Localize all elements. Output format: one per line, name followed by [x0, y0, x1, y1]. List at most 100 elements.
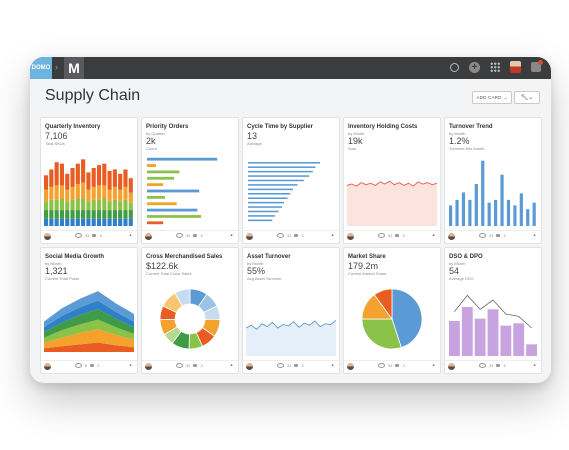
card-source-icon[interactable]: ▪: [533, 233, 536, 239]
bar: [500, 325, 512, 356]
bar: [147, 215, 201, 218]
owner-avatar[interactable]: [347, 233, 354, 240]
user-avatar[interactable]: [510, 61, 521, 73]
bar-segment: [112, 186, 117, 200]
dashboard-card[interactable]: Turnover Trend by Month 1.2% Turnover this …: [444, 117, 542, 244]
card-title: Quarterly Inventory: [45, 124, 101, 130]
page-logo[interactable]: M: [64, 57, 84, 79]
comments-icon[interactable]: [496, 234, 501, 237]
comments-count: 2: [97, 363, 100, 368]
card-title: Asset Turnover: [247, 254, 291, 260]
bar-segment: [96, 210, 102, 219]
bar-segment: [59, 185, 65, 199]
bar-segment: [59, 163, 65, 186]
card-source-icon[interactable]: ▪: [432, 233, 435, 239]
card-source-icon[interactable]: ▪: [533, 363, 536, 369]
dashboard-card[interactable]: Cross Merchandised Sales $122.6k Current T…: [141, 247, 239, 374]
views-count: 31: [287, 363, 292, 368]
comments-icon[interactable]: [395, 234, 400, 237]
bar-segment: [107, 189, 112, 202]
comments-icon[interactable]: [92, 234, 97, 237]
card-source-icon[interactable]: ▪: [230, 233, 233, 239]
comments-icon[interactable]: [193, 364, 198, 367]
dashboard-card[interactable]: Asset Turnover by Month 55% Avg Asset Turno…: [242, 247, 340, 374]
card-value: $122.6k: [146, 261, 179, 271]
bar: [481, 160, 485, 226]
dashboard-card[interactable]: DSO & DPO by Month 54 Average DSO 31 2 ▪: [444, 247, 542, 374]
bar: [474, 318, 486, 356]
bar-segment: [59, 198, 65, 211]
comments-icon[interactable]: [90, 364, 95, 367]
card-title: DSO & DPO: [449, 254, 483, 260]
card-source-icon[interactable]: ▪: [129, 363, 132, 369]
bar-segment: [91, 186, 96, 200]
card-chart: [246, 319, 336, 356]
domo-logo[interactable]: DOMO: [30, 57, 52, 79]
owner-avatar[interactable]: [246, 233, 253, 240]
add-card-button[interactable]: ADD CARD ⌄: [472, 91, 512, 104]
owner-avatar[interactable]: [44, 363, 51, 370]
bar-segment: [123, 199, 128, 211]
comments-icon[interactable]: [496, 364, 501, 367]
card-value: 54: [449, 266, 460, 276]
bar-segment: [128, 202, 133, 211]
card-source-icon[interactable]: ▪: [331, 363, 334, 369]
bar-segment: [107, 210, 112, 219]
bar-segment: [86, 172, 91, 190]
wrench-menu-button[interactable]: 🔧︎⌄: [514, 91, 540, 104]
bar-segment: [54, 162, 59, 186]
notifications-icon[interactable]: [531, 60, 543, 72]
bar: [147, 164, 156, 167]
bar-segment: [70, 210, 75, 219]
card-source-icon[interactable]: ▪: [331, 233, 334, 239]
dashboard-card[interactable]: Priority Orders by Quarter 2k Count 31 2 ▪: [141, 117, 239, 244]
card-caption: Total SKUs: [45, 141, 65, 146]
card-title: Market Share: [348, 254, 386, 260]
owner-avatar[interactable]: [145, 233, 152, 240]
views-icon: [378, 233, 385, 238]
views-count: 31: [85, 233, 90, 238]
bar-segment: [96, 165, 102, 186]
card-source-icon[interactable]: ▪: [129, 233, 132, 239]
card-source-icon[interactable]: ▪: [432, 363, 435, 369]
bar-segment: [44, 210, 49, 219]
card-title: Turnover Trend: [449, 124, 493, 130]
dashboard-card[interactable]: Social Media Growth by Month 1,321 Current …: [40, 247, 138, 374]
comments-icon[interactable]: [193, 234, 198, 237]
area-layer: [44, 319, 134, 343]
comments-icon[interactable]: [395, 364, 400, 367]
bar-segment: [96, 185, 102, 200]
bar-segment: [128, 178, 133, 193]
comments-icon[interactable]: [294, 234, 299, 237]
area-layer: [44, 291, 134, 328]
card-footer: 31 2 ▪: [445, 230, 541, 243]
owner-avatar[interactable]: [246, 363, 253, 370]
owner-avatar[interactable]: [448, 363, 455, 370]
card-chart: [361, 288, 423, 350]
card-caption: Turnover this month: [449, 146, 485, 151]
card-subtitle: by Quarter: [146, 131, 165, 136]
bar: [500, 174, 504, 226]
bar: [147, 157, 218, 161]
owner-avatar[interactable]: [145, 363, 152, 370]
owner-avatar[interactable]: [44, 233, 51, 240]
card-value: 13: [247, 131, 258, 141]
search-icon[interactable]: [450, 62, 459, 72]
dashboard-card[interactable]: Inventory Holding Costs by Month 19k Sum 31…: [343, 117, 441, 244]
comments-count: 2: [301, 363, 304, 368]
card-source-icon[interactable]: ▪: [230, 363, 233, 369]
apps-grid-icon[interactable]: [490, 62, 500, 72]
area-layer: [44, 329, 134, 349]
dashboard-card[interactable]: Market Share 179.2m Current Market Share 3…: [343, 247, 441, 374]
card-chart: [449, 160, 536, 226]
dashboard-card[interactable]: Quarterly Inventory 7,106 Total SKUs 31 3 …: [40, 117, 138, 244]
bar: [487, 309, 499, 356]
owner-avatar[interactable]: [347, 363, 354, 370]
dashboard-card[interactable]: Cycle Time by Supplier 13 Average 31 2 ▪: [242, 117, 340, 244]
bar-segment: [123, 210, 128, 219]
add-icon[interactable]: +: [469, 61, 480, 73]
views-icon: [75, 233, 82, 238]
bar-segment: [128, 210, 133, 219]
owner-avatar[interactable]: [448, 233, 455, 240]
comments-icon[interactable]: [294, 364, 299, 367]
